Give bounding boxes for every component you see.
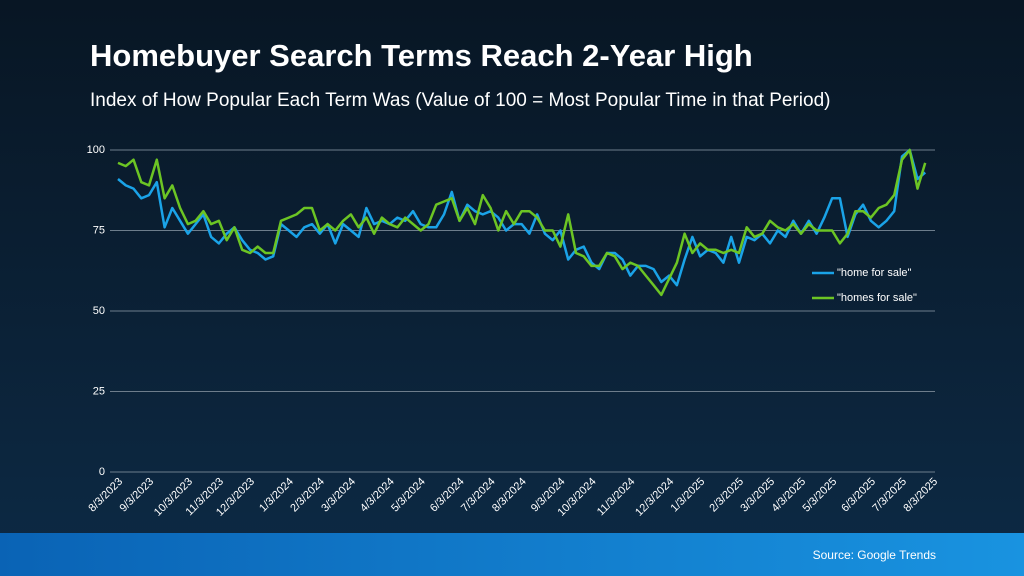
y-tick-label: 50 [93,305,105,317]
chart-title: Homebuyer Search Terms Reach 2-Year High [90,38,753,73]
source: Source: Google Trends [813,548,936,562]
series-line [117,148,927,297]
legend-label: "homes for sale" [837,292,917,304]
y-tick-label: 0 [99,466,105,478]
y-tick-label: 75 [93,224,105,236]
y-tick-label: 100 [87,144,105,156]
chart-subtitle: Index of How Popular Each Term Was (Valu… [90,90,830,111]
footer-band [0,533,1024,576]
y-tick-label: 25 [93,385,105,397]
legend-label: "home for sale" [837,267,912,279]
